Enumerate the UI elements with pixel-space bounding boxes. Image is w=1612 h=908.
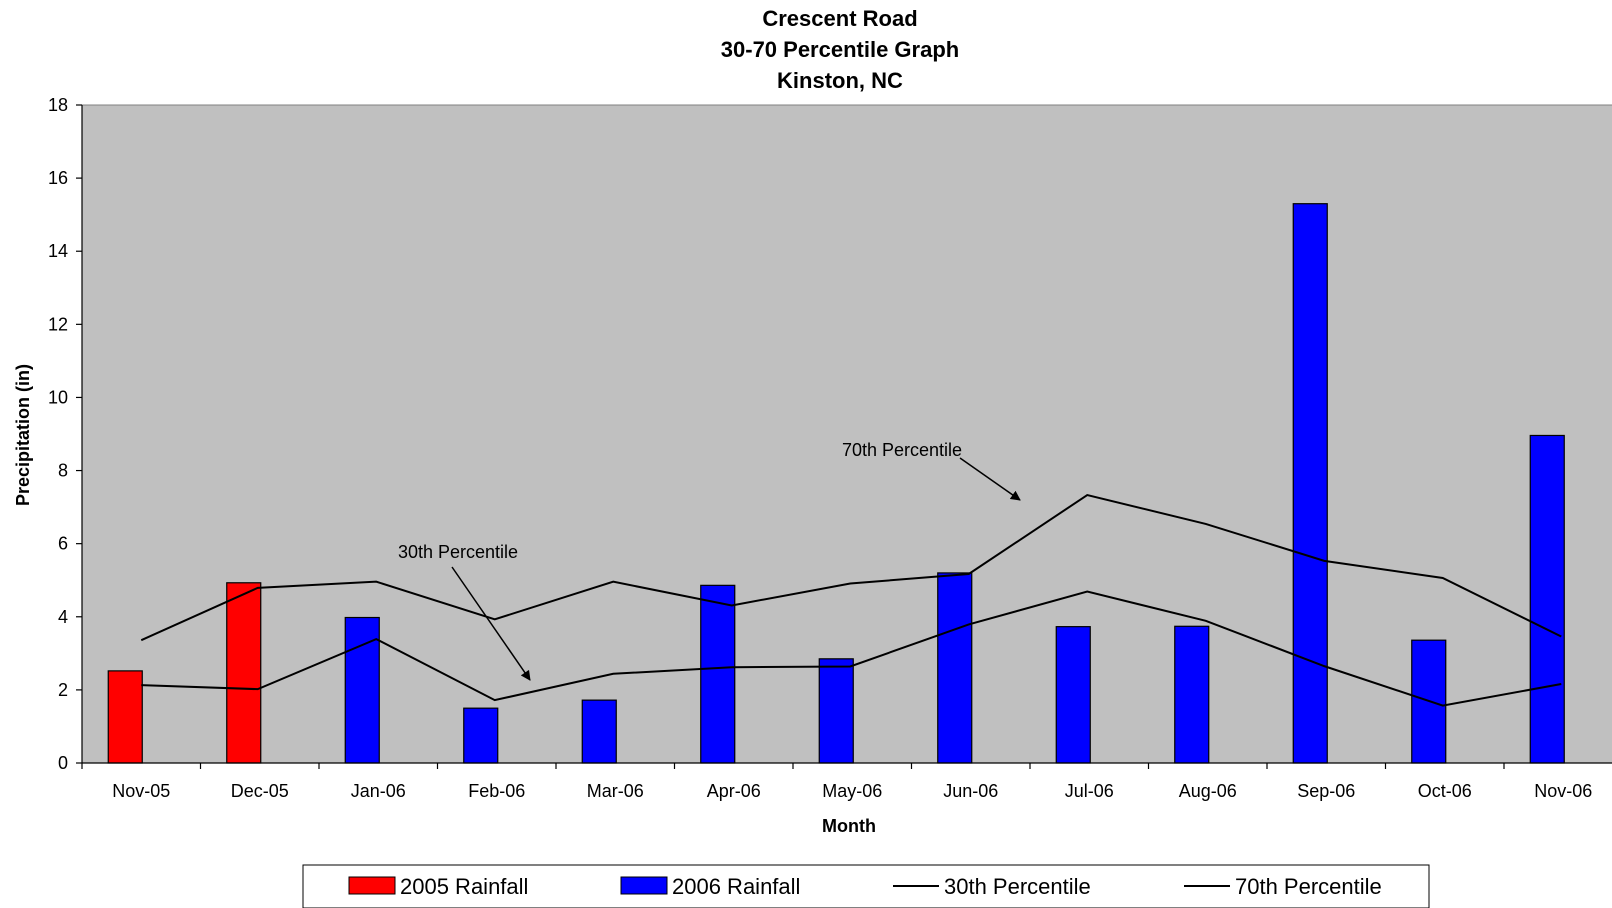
chart-title-line-1: Crescent Road: [762, 6, 917, 31]
bar-2006-rainfall-nov-06: [1529, 434, 1565, 764]
line-30th-percentile: [141, 590, 1562, 707]
y-tick-label: 14: [48, 241, 68, 261]
axes-layer: 0 2 4 6 8 10 12 14 16 18 Nov-05 Dec-05 Jan-06 Feb-06 M…: [48, 95, 1612, 801]
x-tick-label: Sep-06: [1297, 781, 1355, 801]
annotation-arrow: [959, 457, 1021, 501]
plot-area: [81, 104, 1612, 764]
chart-title-line-3: Kinston, NC: [777, 68, 903, 93]
x-tick-label: Aug-06: [1179, 781, 1237, 801]
x-tick-label: Oct-06: [1418, 781, 1472, 801]
bar-2006-rainfall-aug-06: [1174, 625, 1210, 764]
y-tick-label: 12: [48, 314, 68, 334]
lines-layer: [140, 493, 1562, 707]
y-tick-label: 4: [58, 607, 68, 627]
chart-title-line-2: 30-70 Percentile Graph: [721, 37, 959, 62]
bar-2006-rainfall-feb-06: [463, 707, 499, 764]
y-tick-label: 10: [48, 387, 68, 407]
bar-2006-rainfall-may-06: [818, 658, 854, 764]
bar-2006-rainfall-sep-06: [1292, 203, 1328, 764]
legend-box: [302, 864, 1430, 908]
x-tick-label: Apr-06: [707, 781, 761, 801]
y-tick-label: 18: [48, 95, 68, 115]
legend-label-s-70th-percentile: 70th Percentile: [1235, 874, 1382, 899]
x-tick-label: Nov-06: [1534, 781, 1592, 801]
x-tick-label: Jul-06: [1065, 781, 1114, 801]
x-tick-label: Feb-06: [468, 781, 525, 801]
y-tick-label: 8: [58, 461, 68, 481]
y-tick-label: 16: [48, 168, 68, 188]
y-tick-label: 2: [58, 680, 68, 700]
bar-2006-rainfall-mar-06: [581, 699, 617, 764]
bar-2006-rainfall-jul-06: [1055, 626, 1091, 764]
x-tick-label: Mar-06: [587, 781, 644, 801]
y-tick-label: 0: [58, 753, 68, 773]
x-axis-label: Month: [822, 816, 876, 836]
bar-2006-rainfall-jan-06: [344, 616, 380, 764]
legend-swatch-s-2005-rainfall: [348, 876, 396, 895]
legend-label-s-2005-rainfall: 2005 Rainfall: [400, 874, 528, 899]
annotation-arrow: [451, 566, 531, 681]
legend-label-s-30th-percentile: 30th Percentile: [944, 874, 1091, 899]
bar-2005-rainfall-nov-05: [107, 670, 143, 764]
annotation-label: 70th Percentile: [842, 440, 962, 460]
x-tick-label: Dec-05: [231, 781, 289, 801]
x-tick-label: Jan-06: [351, 781, 406, 801]
annotations-layer: 30th Percentile 70th Percentile: [398, 440, 1021, 681]
annotation-label: 30th Percentile: [398, 542, 518, 562]
line-70th-percentile: [140, 493, 1562, 642]
bar-2005-rainfall-dec-05: [226, 582, 262, 764]
legend: 2005 Rainfall 2006 Rainfall 30th Percentil…: [302, 864, 1430, 908]
bar-2006-rainfall-jun-06: [937, 572, 973, 764]
legend-label-s-2006-rainfall: 2006 Rainfall: [672, 874, 800, 899]
bar-2006-rainfall-apr-06: [700, 584, 736, 764]
x-tick-label: Jun-06: [943, 781, 998, 801]
y-axis-label: Precipitation (in): [13, 364, 33, 506]
x-tick-label: Nov-05: [112, 781, 170, 801]
y-tick-label: 6: [58, 534, 68, 554]
legend-swatch-s-2006-rainfall: [620, 876, 668, 895]
x-tick-label: May-06: [822, 781, 882, 801]
